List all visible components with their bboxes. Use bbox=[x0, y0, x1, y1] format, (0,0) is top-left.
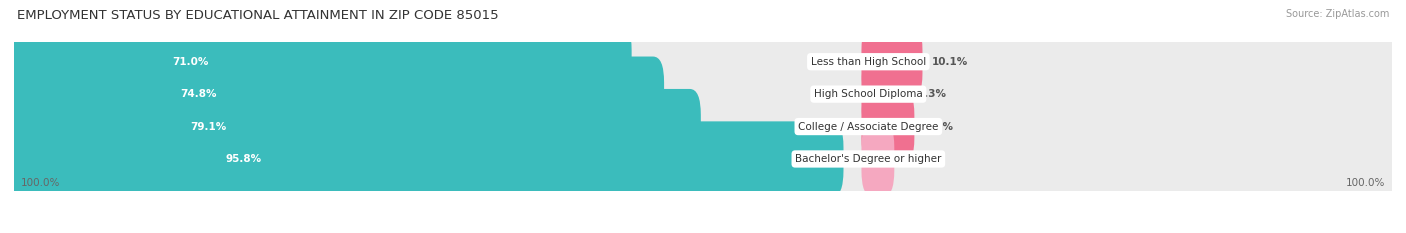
FancyBboxPatch shape bbox=[7, 21, 1399, 102]
FancyBboxPatch shape bbox=[10, 89, 700, 164]
FancyBboxPatch shape bbox=[7, 54, 1399, 134]
Text: 10.1%: 10.1% bbox=[932, 57, 969, 67]
FancyBboxPatch shape bbox=[10, 121, 844, 197]
FancyBboxPatch shape bbox=[862, 121, 894, 197]
Text: High School Diploma: High School Diploma bbox=[814, 89, 922, 99]
Text: 100.0%: 100.0% bbox=[21, 178, 60, 188]
FancyBboxPatch shape bbox=[7, 119, 1399, 199]
Text: 8.0%: 8.0% bbox=[924, 122, 953, 132]
Text: 95.8%: 95.8% bbox=[225, 154, 262, 164]
Text: 74.8%: 74.8% bbox=[181, 89, 217, 99]
Text: EMPLOYMENT STATUS BY EDUCATIONAL ATTAINMENT IN ZIP CODE 85015: EMPLOYMENT STATUS BY EDUCATIONAL ATTAINM… bbox=[17, 9, 499, 22]
FancyBboxPatch shape bbox=[862, 57, 908, 132]
FancyBboxPatch shape bbox=[10, 57, 664, 132]
Text: 6.3%: 6.3% bbox=[918, 89, 946, 99]
FancyBboxPatch shape bbox=[10, 24, 631, 99]
Text: 79.1%: 79.1% bbox=[190, 122, 226, 132]
Text: 2.8%: 2.8% bbox=[904, 154, 934, 164]
Text: Less than High School: Less than High School bbox=[811, 57, 927, 67]
Text: Bachelor's Degree or higher: Bachelor's Degree or higher bbox=[796, 154, 942, 164]
FancyBboxPatch shape bbox=[862, 24, 922, 99]
Text: College / Associate Degree: College / Associate Degree bbox=[799, 122, 939, 132]
Text: 100.0%: 100.0% bbox=[1346, 178, 1385, 188]
FancyBboxPatch shape bbox=[7, 86, 1399, 167]
Text: Source: ZipAtlas.com: Source: ZipAtlas.com bbox=[1285, 9, 1389, 19]
Text: 71.0%: 71.0% bbox=[173, 57, 209, 67]
FancyBboxPatch shape bbox=[862, 89, 914, 164]
